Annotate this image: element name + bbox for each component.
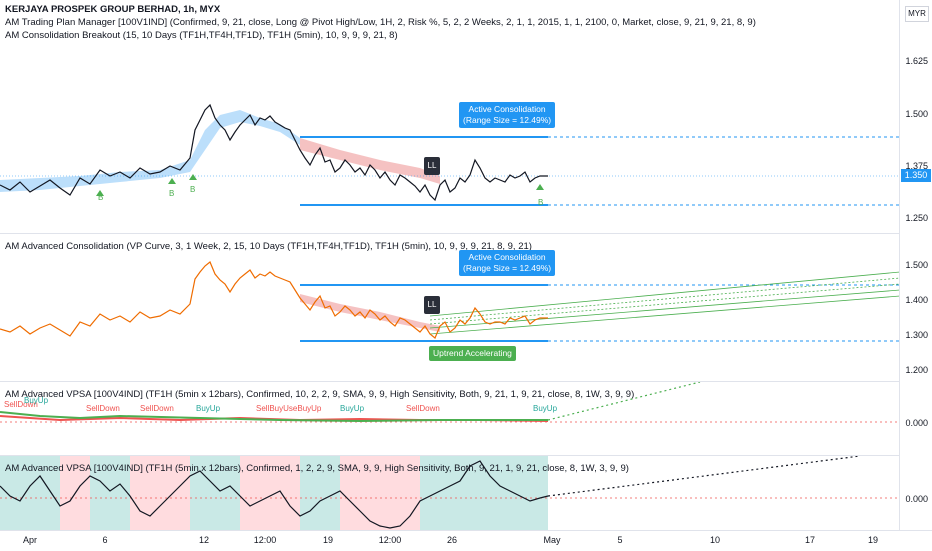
pane2-red-ribbon: [300, 294, 440, 332]
band-green-3: [190, 456, 240, 530]
band-red-4: [340, 456, 420, 530]
main-chart-svg[interactable]: [0, 0, 900, 232]
tick-p2-1500: 1.500: [905, 260, 928, 270]
pane4-legend[interactable]: AM Advanced VPSA [100V4IND] (TF1H (5min …: [5, 463, 629, 474]
time-label-1200b: 12:00: [378, 535, 402, 545]
time-axis[interactable]: Apr 6 12 12:00 19 12:00 26 May 5 10 17 1…: [0, 530, 932, 551]
uptrend-channel-5: [429, 295, 900, 335]
tick-1500: 1.500: [905, 109, 928, 119]
callout-title: Active Consolidation: [468, 252, 546, 262]
buy-label-1: B: [98, 193, 104, 202]
vpsa-projection-green: [547, 382, 701, 421]
time-label-26: 26: [446, 535, 458, 545]
tick-1625: 1.625: [905, 56, 928, 66]
ema-ribbon-blue: [0, 110, 300, 192]
time-label-17: 17: [804, 535, 816, 545]
time-label-1200a: 12:00: [253, 535, 277, 545]
pane2-price-series: [0, 261, 548, 339]
pane2-svg[interactable]: [0, 234, 900, 380]
time-label-may: May: [543, 535, 561, 545]
callout-range: (Range Size = 12.49%): [463, 263, 552, 273]
tick-p2-1200: 1.200: [905, 365, 928, 375]
vpsa-pane-1[interactable]: AM Advanced VPSA [100V4IND] (TF1H (5min …: [0, 382, 900, 454]
symbol-title[interactable]: KERJAYA PROSPEK GROUP BERHAD, 1h, MYX: [5, 4, 221, 15]
indicator-legend-trading-plan[interactable]: AM Trading Plan Manager [100V1IND] (Conf…: [5, 17, 756, 28]
indicator-legend-consolidation-breakout[interactable]: AM Consolidation Breakout (15, 10 Days (…: [5, 30, 398, 41]
vpsa-pane-2[interactable]: AM Advanced VPSA [100V4IND] (TF1H (5min …: [0, 456, 900, 530]
uptrend-channel-3: [429, 283, 900, 325]
uptrend-channel-4: [429, 289, 900, 329]
signal-buyup-1: BuyUp: [24, 396, 49, 405]
callout-range: (Range Size = 12.49%): [463, 115, 552, 125]
time-label-apr: Apr: [22, 535, 38, 545]
ll-marker-1[interactable]: LL: [424, 157, 440, 175]
main-legend: KERJAYA PROSPEK GROUP BERHAD, 1h, MYX AM…: [5, 3, 756, 42]
current-price-label[interactable]: 1.350: [901, 169, 931, 182]
price-axis[interactable]: MYR 1.625 1.500 1.375 1.350 1.250 1.500 …: [899, 0, 932, 530]
uptrend-channel-2: [429, 277, 900, 321]
pane-divider-2[interactable]: [0, 381, 932, 382]
time-label-6: 6: [102, 535, 108, 545]
vpsa-green-line: [0, 411, 548, 423]
time-label-12: 12: [198, 535, 210, 545]
tick-p2-1400: 1.400: [905, 295, 928, 305]
buy-arrow-2: [168, 178, 176, 184]
signal-selldown-4: SellDown: [406, 404, 440, 413]
signal-buyup-4: BuyUp: [533, 404, 558, 413]
band-red-2: [130, 456, 190, 530]
tick-p2-1300: 1.300: [905, 330, 928, 340]
tick-p3-zero: 0.000: [905, 418, 928, 428]
time-label-19b: 19: [867, 535, 879, 545]
time-label-19: 19: [322, 535, 334, 545]
pane3-svg[interactable]: [0, 382, 900, 454]
pane4-svg[interactable]: [0, 456, 900, 530]
pane-divider-1[interactable]: [0, 233, 932, 234]
uptrend-accelerating-label[interactable]: Uptrend Accelerating: [429, 346, 516, 361]
price-series: [0, 103, 548, 202]
currency-button[interactable]: MYR: [905, 6, 929, 22]
buy-arrow-4: [536, 184, 544, 190]
ll-marker-2[interactable]: LL: [424, 296, 440, 314]
main-chart-pane[interactable]: KERJAYA PROSPEK GROUP BERHAD, 1h, MYX AM…: [0, 0, 900, 232]
time-label-5: 5: [617, 535, 623, 545]
signal-buyup-3: BuyUp: [340, 404, 365, 413]
vpsa2-oscillator: [0, 460, 549, 529]
signal-selldown-3: SellDown: [140, 404, 174, 413]
band-red-3: [240, 456, 300, 530]
buy-label-3: B: [190, 185, 196, 194]
tick-1250: 1.250: [905, 213, 928, 223]
uptrend-channel-1: [429, 271, 900, 317]
buy-arrow-3: [189, 174, 197, 180]
tick-1375: 1.375: [905, 161, 928, 171]
signal-selldown-2: SellDown: [86, 404, 120, 413]
pane2-legend[interactable]: AM Advanced Consolidation (VP Curve, 3, …: [5, 241, 532, 252]
pane-divider-3[interactable]: [0, 455, 932, 456]
band-green-4: [300, 456, 340, 530]
advanced-consolidation-pane[interactable]: AM Advanced Consolidation (VP Curve, 3, …: [0, 234, 900, 380]
buy-label-2: B: [169, 189, 175, 198]
signal-buyup-2: BuyUp: [196, 404, 221, 413]
buy-arrow-1: [96, 190, 104, 196]
buy-label-4: B: [538, 198, 544, 207]
signal-overlap: SellBuyUseBuyUp: [256, 404, 322, 413]
band-green-1: [0, 456, 60, 530]
time-label-10: 10: [709, 535, 721, 545]
band-green-5: [420, 456, 548, 530]
callout-title: Active Consolidation: [468, 104, 546, 114]
signal-selldown-1: SellDown: [4, 400, 38, 409]
tick-p4-zero: 0.000: [905, 494, 928, 504]
ema-ribbon-red: [300, 138, 440, 184]
pane3-legend[interactable]: AM Advanced VPSA [100V4IND] (TF1H (5min …: [5, 389, 635, 400]
active-consolidation-callout-1[interactable]: Active Consolidation (Range Size = 12.49…: [459, 102, 556, 128]
band-green-2: [90, 456, 130, 530]
active-consolidation-callout-2[interactable]: Active Consolidation (Range Size = 12.49…: [459, 250, 556, 276]
